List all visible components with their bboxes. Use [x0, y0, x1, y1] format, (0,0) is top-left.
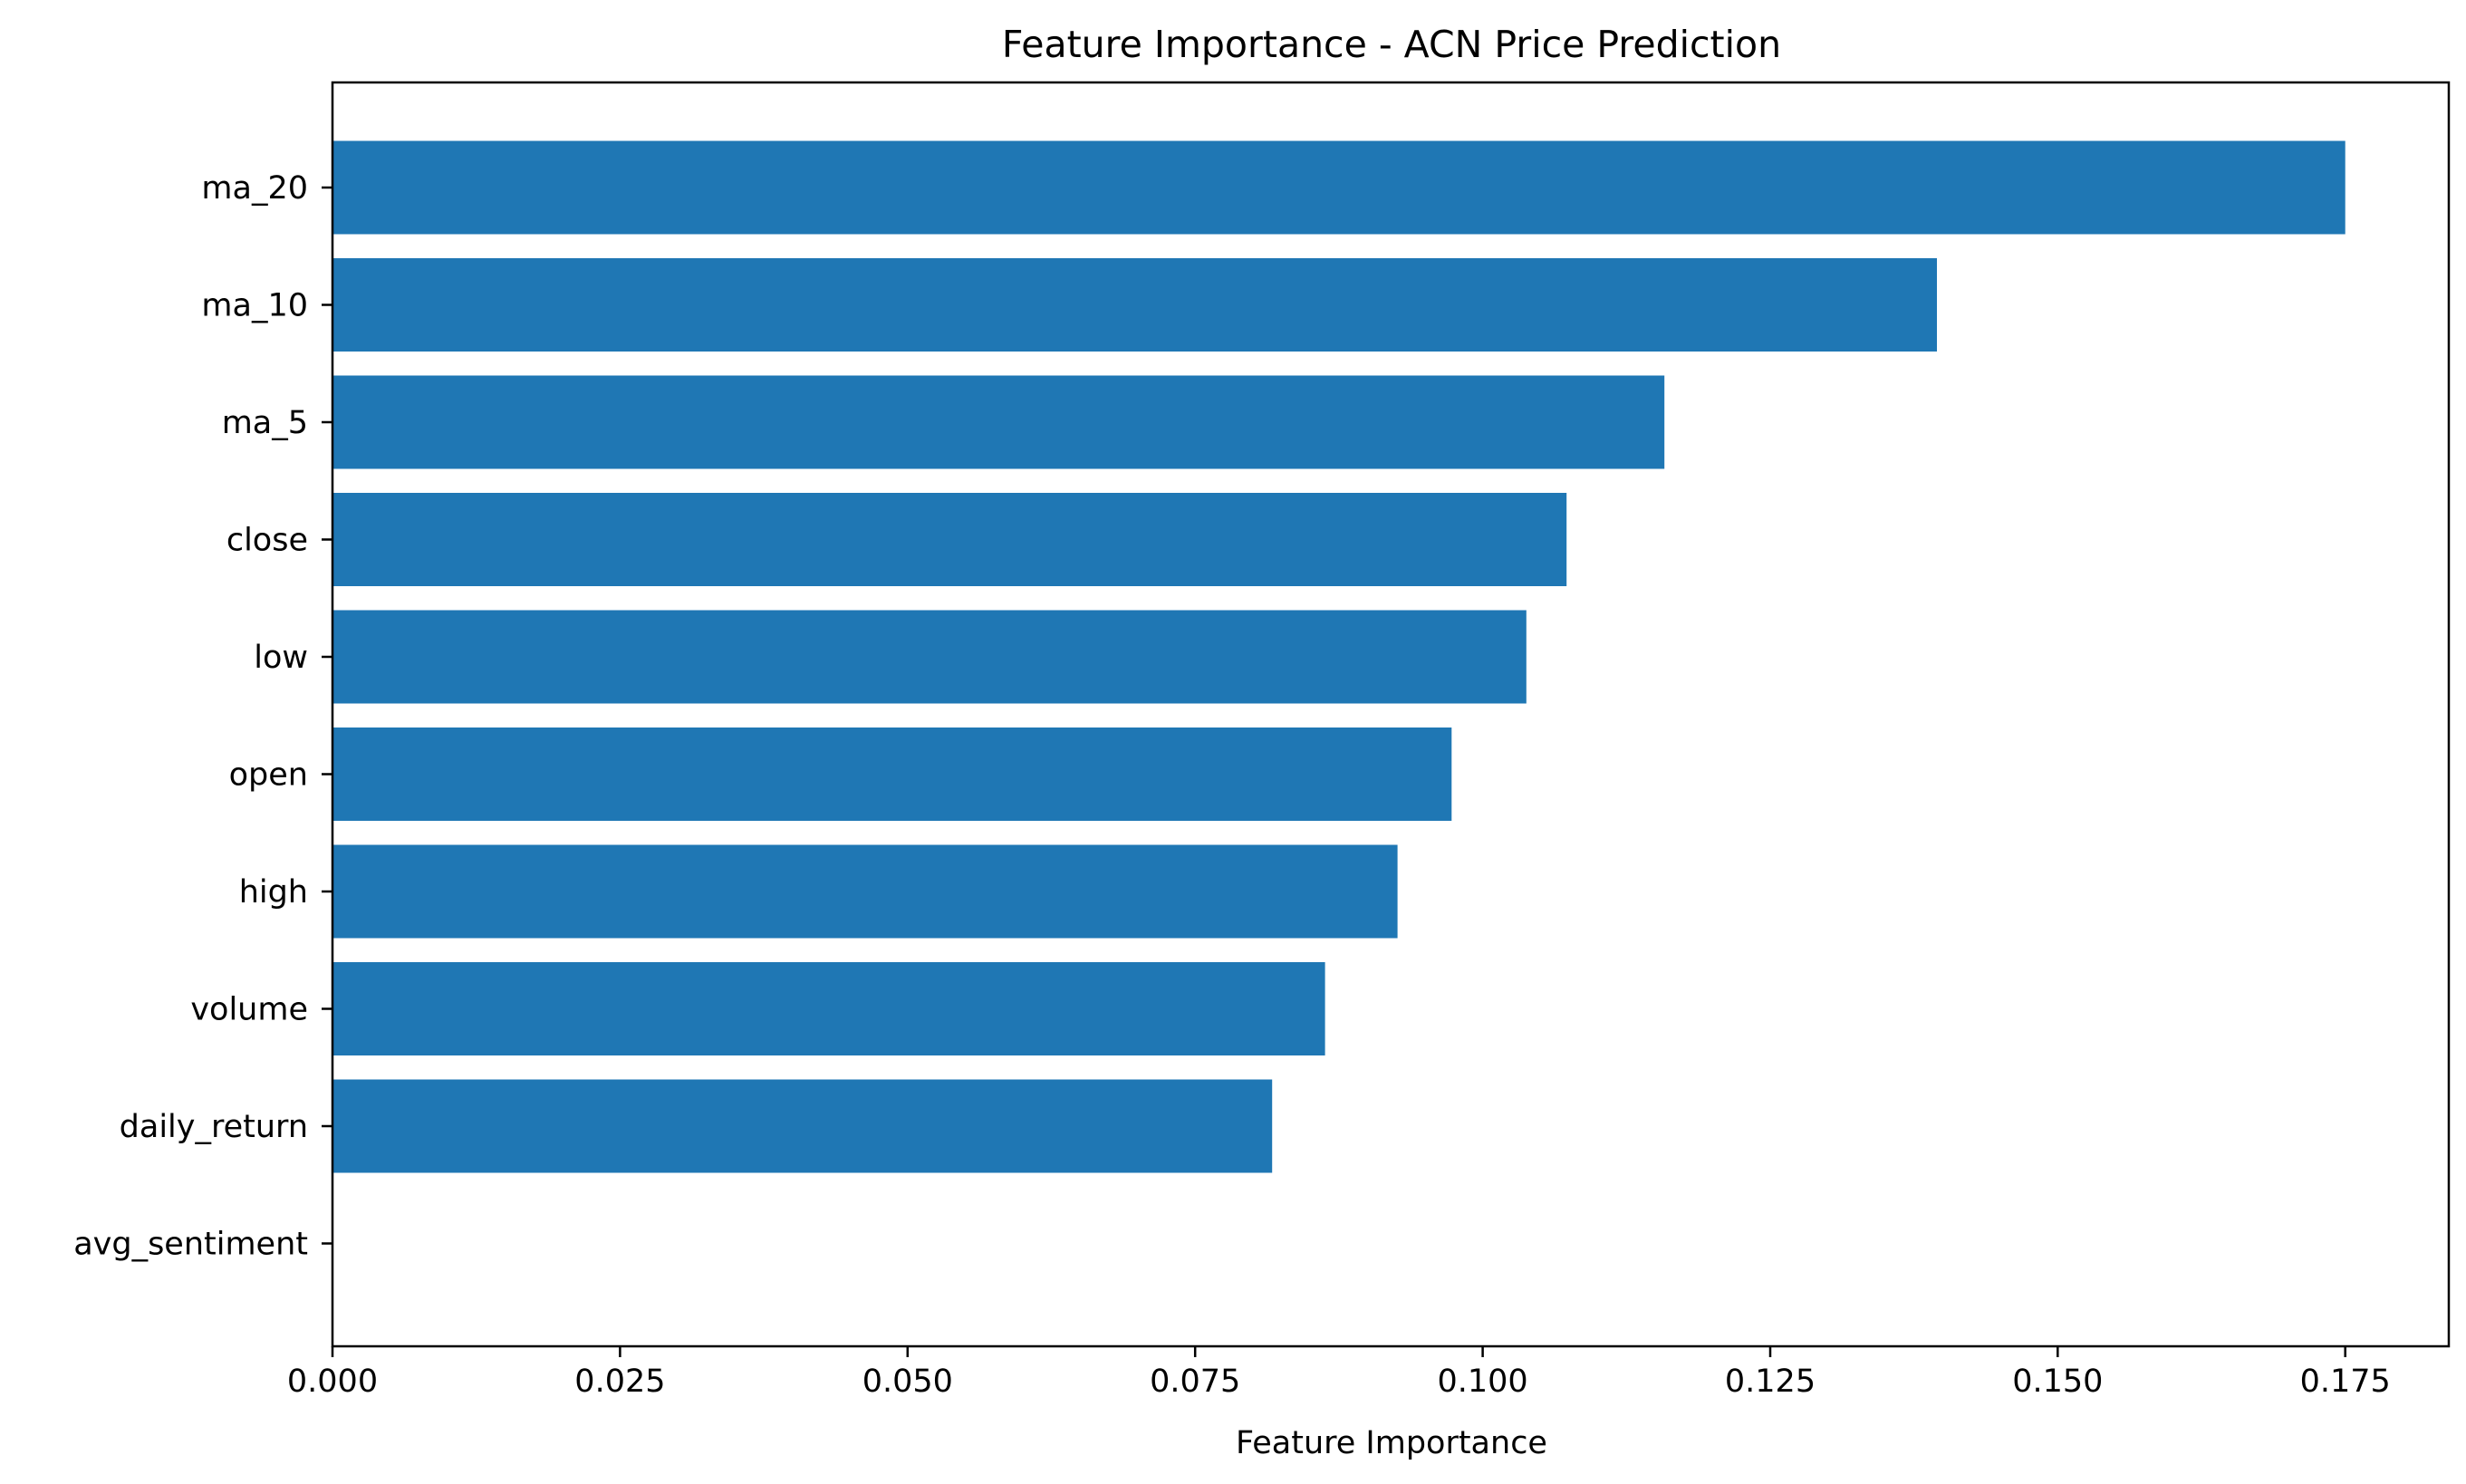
x-tick-label: 0.050 — [862, 1364, 953, 1400]
plot-frame — [331, 81, 2451, 1348]
x-axis-ticks: 0.000 0.025 0.050 0.075 0.100 0.125 0.150 0.175 — [287, 1346, 2391, 1400]
chart-title: Feature Importance - ACN Price Predictio… — [1002, 23, 1781, 66]
x-tick-label: 0.075 — [1150, 1364, 1240, 1400]
x-tick-label: 0.125 — [1725, 1364, 1816, 1400]
y-tick-label: daily_return — [120, 1109, 308, 1145]
x-axis-label: Feature Importance — [1236, 1425, 1547, 1461]
y-tick-label: open — [229, 757, 308, 794]
x-tick-label: 0.175 — [2300, 1364, 2391, 1400]
y-tick-label: high — [239, 874, 308, 911]
y-tick-label: ma_5 — [222, 405, 308, 441]
y-tick-label: ma_10 — [201, 288, 308, 324]
bar-high — [332, 844, 1398, 939]
bar-open — [332, 728, 1452, 821]
bar-close — [332, 493, 1567, 586]
bar-ma-20 — [332, 140, 2346, 235]
x-tick-label: 0.150 — [2012, 1364, 2103, 1400]
bars-group — [332, 140, 2346, 1173]
bar-volume — [332, 962, 1325, 1055]
x-tick-label: 0.025 — [574, 1364, 665, 1400]
y-tick-label: avg_sentiment — [73, 1227, 308, 1263]
x-tick-label: 0.100 — [1437, 1364, 1527, 1400]
bar-ma-10 — [332, 258, 1937, 352]
bar-low — [332, 610, 1527, 704]
y-tick-label: volume — [190, 992, 308, 1028]
y-tick-label: ma_20 — [201, 170, 308, 207]
bar-ma-5 — [332, 375, 1665, 469]
bar-daily-return — [332, 1079, 1273, 1173]
y-tick-label: close — [226, 523, 308, 559]
x-tick-label: 0.000 — [287, 1364, 378, 1400]
y-tick-label: low — [254, 640, 308, 676]
